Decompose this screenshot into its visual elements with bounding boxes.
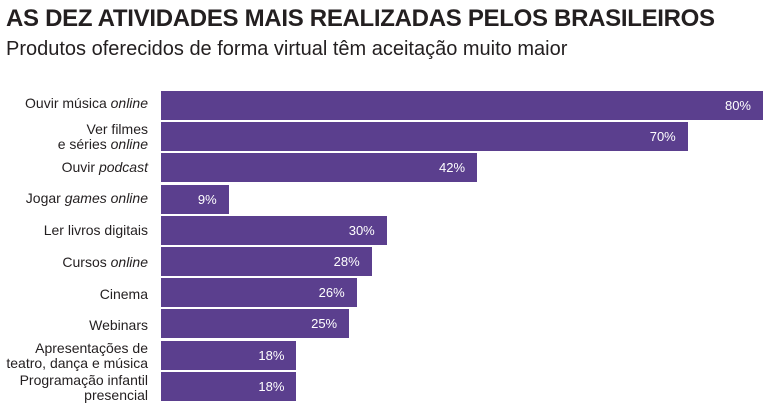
category-label: Ver filmes e séries online (0, 122, 148, 152)
category-label: Cursos online (0, 255, 148, 270)
bar-value-label: 25% (311, 316, 338, 331)
bar (161, 309, 350, 338)
category-label: Jogar games online (0, 191, 148, 206)
bar (161, 341, 297, 370)
bar (161, 216, 387, 245)
bar-value-label: 30% (348, 223, 375, 238)
bar (161, 185, 229, 214)
bar-value-label: 70% (649, 129, 676, 144)
category-label: Apresentações de teatro, dança e música (0, 341, 148, 371)
cat-text: Webinars (89, 317, 148, 333)
cat-text: Programação infantil presencial (19, 372, 148, 403)
cat-text: Ouvir podcast (61, 159, 148, 175)
cat-text: Cinema (99, 286, 148, 302)
category-label: Cinema (0, 287, 148, 302)
bar-value-label: 9% (197, 192, 217, 207)
bar (161, 122, 688, 151)
bar (161, 91, 763, 120)
category-label: Programação infantil presencial (0, 373, 148, 403)
bar (161, 153, 478, 182)
bar (161, 247, 372, 276)
cat-text: Ler livros digitais (43, 222, 148, 238)
category-label: Ler livros digitais (0, 223, 148, 238)
chart-title: AS DEZ ATIVIDADES MAIS REALIZADAS PELOS … (6, 5, 715, 32)
bar-value-label: 42% (439, 160, 466, 175)
bar-value-label: 18% (258, 348, 285, 363)
bar (161, 278, 357, 307)
category-label: Webinars (0, 318, 148, 333)
cat-text: Jogar games online (25, 190, 148, 206)
category-label: Ouvir música online (0, 96, 148, 111)
cat-text: Ouvir música online (25, 95, 148, 111)
chart-subtitle: Produtos oferecidos de forma virtual têm… (6, 38, 568, 60)
cat-text: Cursos online (62, 254, 148, 270)
category-label: Ouvir podcast (0, 160, 148, 175)
bar-value-label: 18% (258, 379, 285, 394)
bar-value-label: 26% (318, 285, 345, 300)
bar-value-label: 80% (724, 98, 751, 113)
bar (161, 372, 297, 401)
bar-value-label: 28% (333, 254, 360, 269)
cat-text: Apresentações de teatro, dança e música (6, 340, 148, 371)
cat-text: Ver filmes e séries online (57, 121, 148, 152)
